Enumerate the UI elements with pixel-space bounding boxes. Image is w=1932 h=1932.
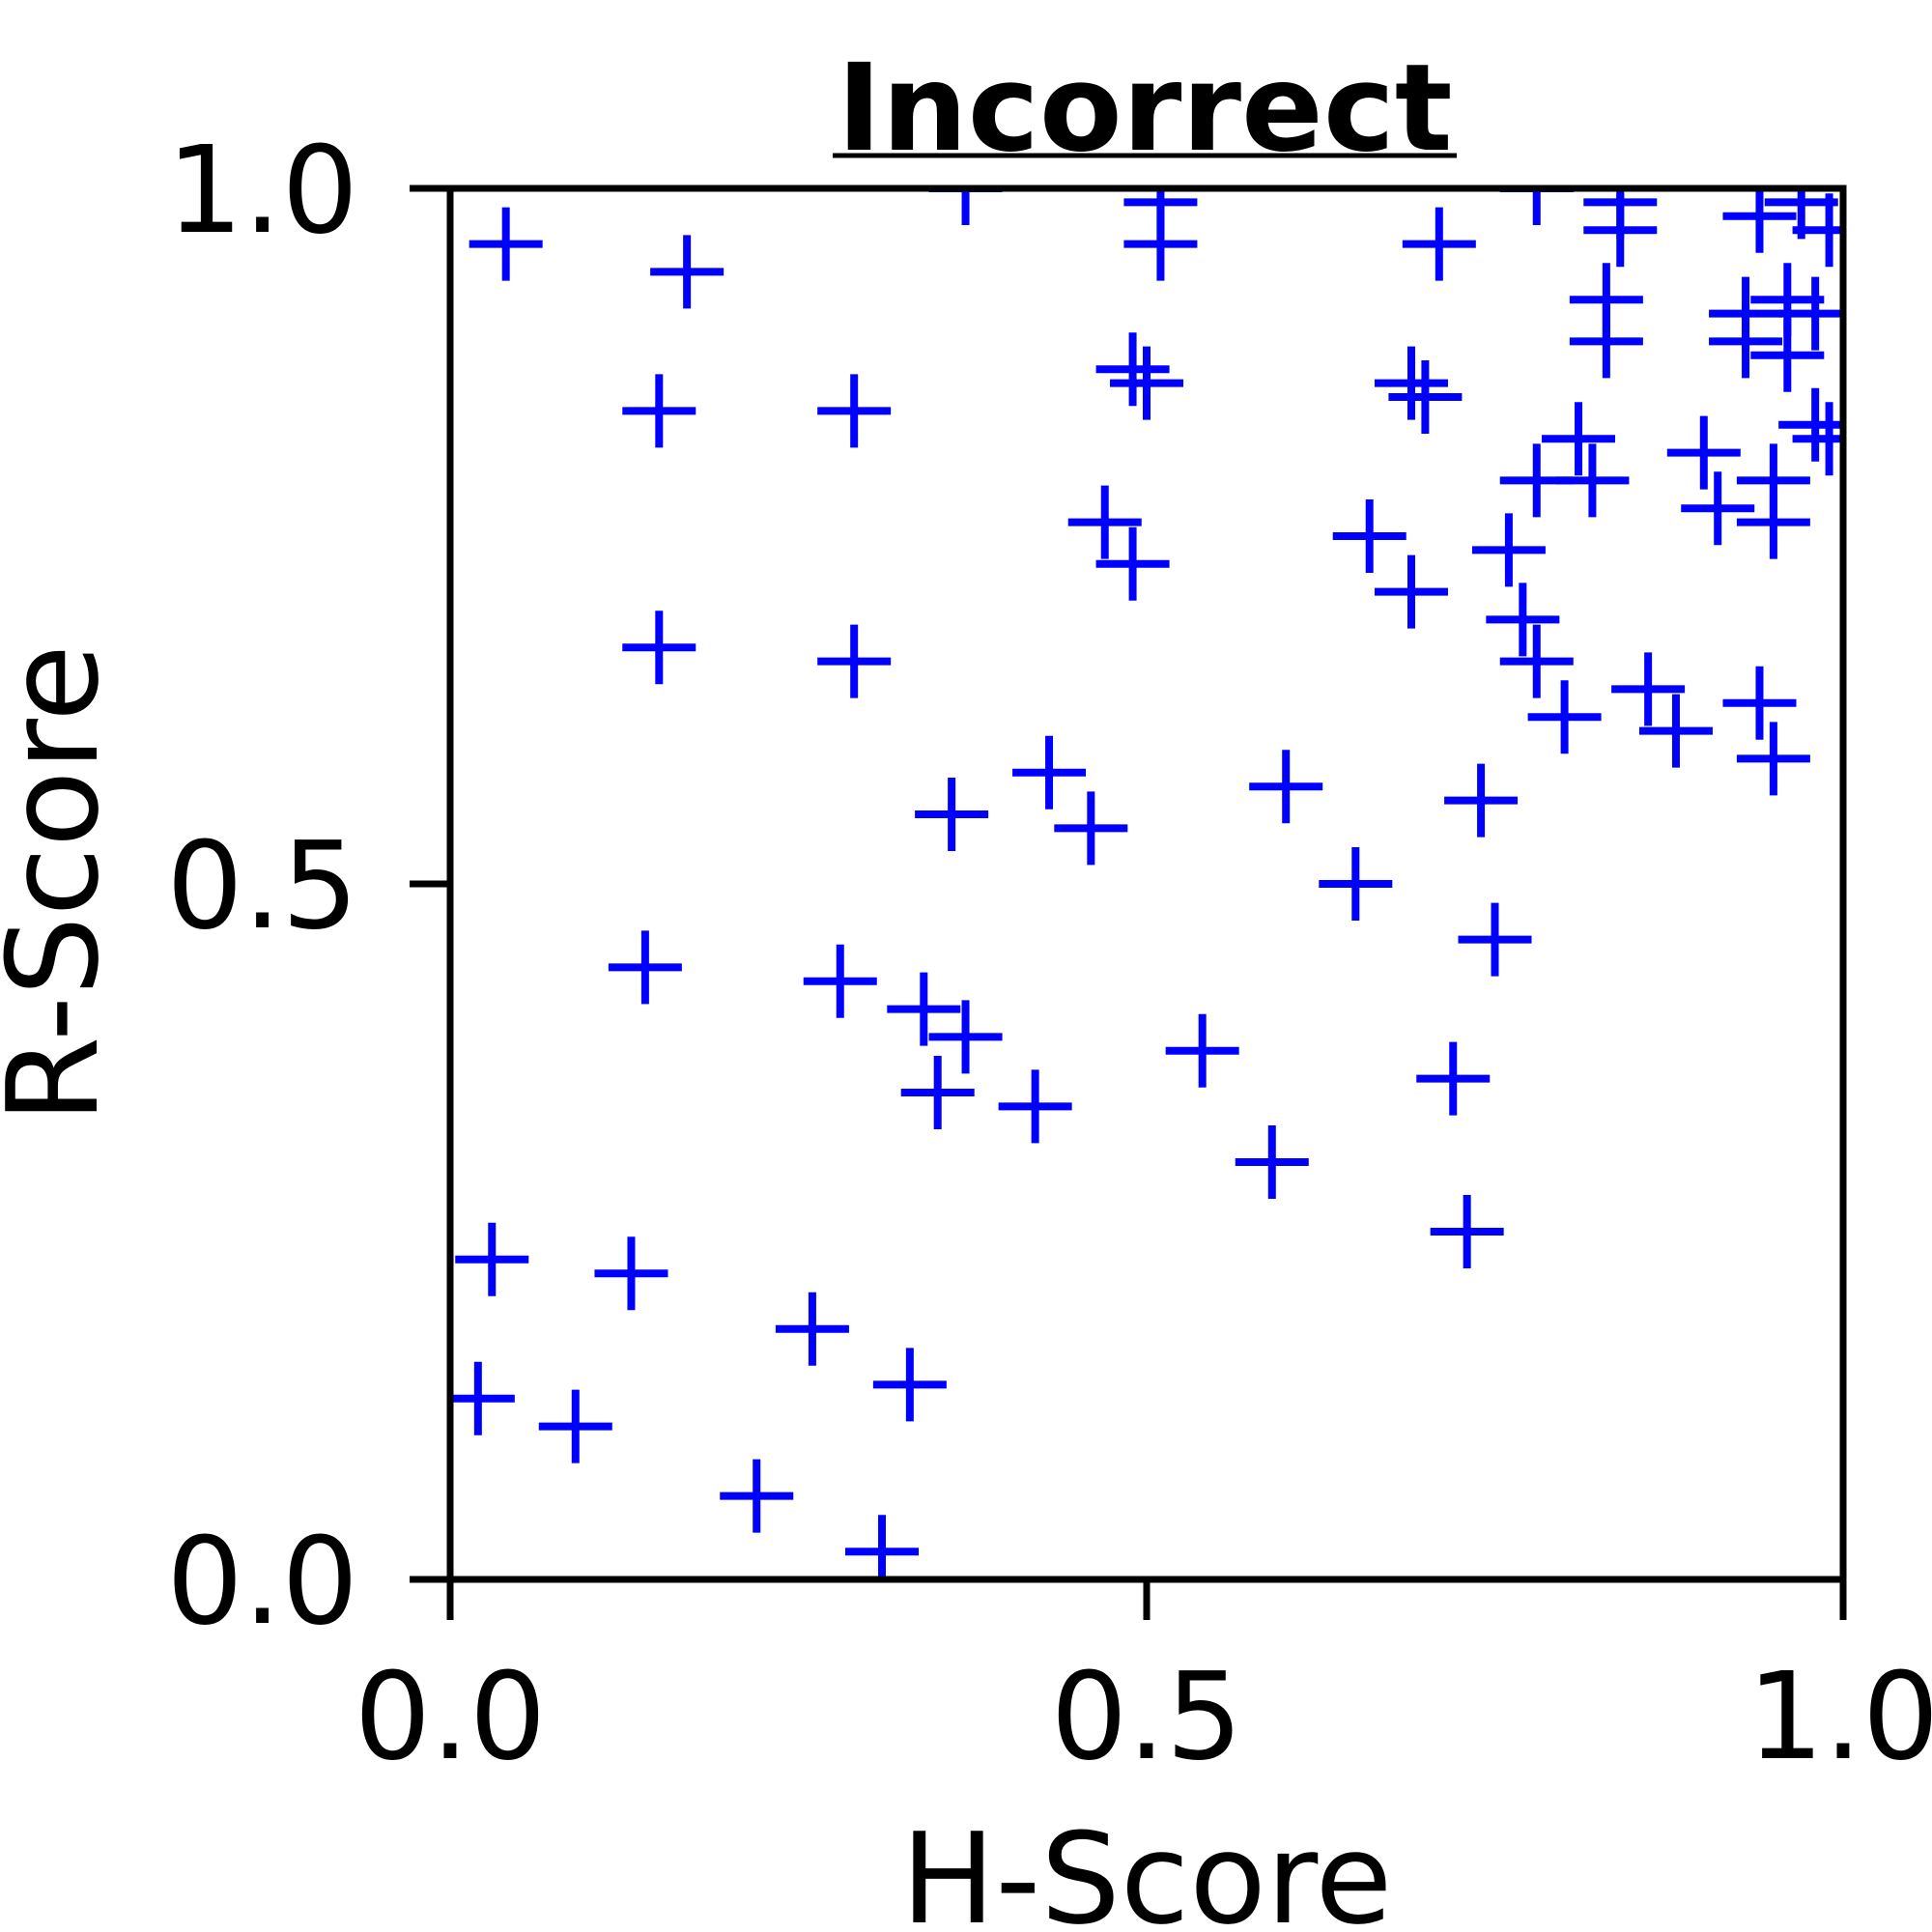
data-point-marker — [1486, 582, 1560, 657]
data-point-marker — [1416, 1041, 1491, 1116]
data-point-marker — [1165, 1013, 1239, 1088]
data-point-marker — [1499, 188, 1574, 225]
x-tick-label: 1.0 — [1747, 1647, 1932, 1787]
data-point-marker — [608, 930, 682, 1005]
data-point-marker — [1736, 485, 1810, 559]
data-point-marker — [1123, 207, 1198, 281]
y-tick-label: 0.0 — [166, 1512, 358, 1652]
data-point-marker — [1388, 360, 1463, 434]
data-point-marker — [775, 1292, 849, 1366]
data-point-marker — [594, 1236, 668, 1311]
data-point-marker — [1542, 402, 1616, 476]
data-point-marker — [915, 778, 989, 851]
data-point-marker — [1569, 304, 1643, 379]
data-point-marker — [1681, 471, 1755, 546]
data-point-marker — [1458, 902, 1532, 977]
data-point-marker — [1792, 193, 1843, 268]
data-point-marker — [1722, 666, 1797, 740]
data-point-marker — [1249, 750, 1323, 824]
data-point-marker — [455, 1222, 529, 1296]
x-tick-label: 0.5 — [1051, 1647, 1243, 1787]
data-point-marker — [1402, 207, 1476, 281]
x-axis: 0.0 0.5 1.0 — [355, 1579, 1932, 1787]
data-point-marker — [1583, 193, 1658, 268]
data-point-marker — [900, 1056, 975, 1129]
chart-title-group: Incorrect — [833, 39, 1457, 179]
data-point-marker — [1012, 735, 1087, 810]
data-point-marker — [1778, 276, 1843, 351]
data-point-marker — [1638, 694, 1713, 768]
data-point-marker — [469, 207, 543, 281]
data-point-marker — [1067, 485, 1142, 559]
data-point-marker — [1666, 415, 1741, 490]
data-point-marker — [1110, 346, 1183, 420]
y-axis: 0.0 0.5 1.0 — [166, 121, 450, 1652]
data-point-marker — [1095, 526, 1170, 601]
data-point-marker — [650, 235, 724, 309]
data-point-marker — [1778, 387, 1843, 462]
data-point-marker — [1471, 513, 1546, 587]
data-point-marker — [1319, 847, 1393, 921]
data-point-marker — [928, 188, 1003, 225]
data-point-marker — [622, 374, 696, 448]
data-point-marker — [928, 1000, 1003, 1074]
data-point-marker — [1332, 499, 1406, 573]
x-axis-label: H-Score — [901, 1805, 1393, 1932]
y-tick-label: 0.5 — [166, 816, 358, 956]
data-point-marker — [538, 1389, 612, 1463]
data-point-marker — [1709, 304, 1783, 379]
y-axis-label: R-Score — [0, 644, 127, 1123]
data-point-marker — [872, 1348, 947, 1422]
data-point-marker — [1374, 554, 1448, 629]
data-point-marker — [1054, 791, 1128, 866]
data-point-marker — [998, 1069, 1072, 1144]
data-point-marker — [1430, 1195, 1504, 1268]
data-point-marker — [1611, 652, 1686, 726]
data-point-marker — [817, 624, 892, 698]
data-point-marker — [803, 944, 877, 1018]
data-point-marker — [622, 611, 696, 685]
data-point-marker — [817, 374, 892, 448]
data-point-marker — [1499, 624, 1574, 698]
points-layer — [450, 188, 1843, 1579]
x-tick-label: 0.0 — [355, 1647, 547, 1787]
data-point-marker — [1095, 332, 1170, 407]
data-point-marker — [1750, 318, 1825, 392]
data-point-marker — [450, 1361, 515, 1435]
data-point-marker — [1444, 763, 1519, 838]
data-point-marker — [720, 1459, 794, 1533]
data-point-marker — [887, 972, 961, 1046]
data-point-marker — [1736, 722, 1810, 796]
data-point-marker — [1374, 346, 1448, 420]
data-point-marker — [1792, 402, 1843, 476]
data-point-marker — [1527, 680, 1602, 754]
data-point-marker — [1235, 1125, 1309, 1199]
y-tick-label: 1.0 — [166, 121, 358, 261]
data-point-marker — [1555, 443, 1630, 518]
